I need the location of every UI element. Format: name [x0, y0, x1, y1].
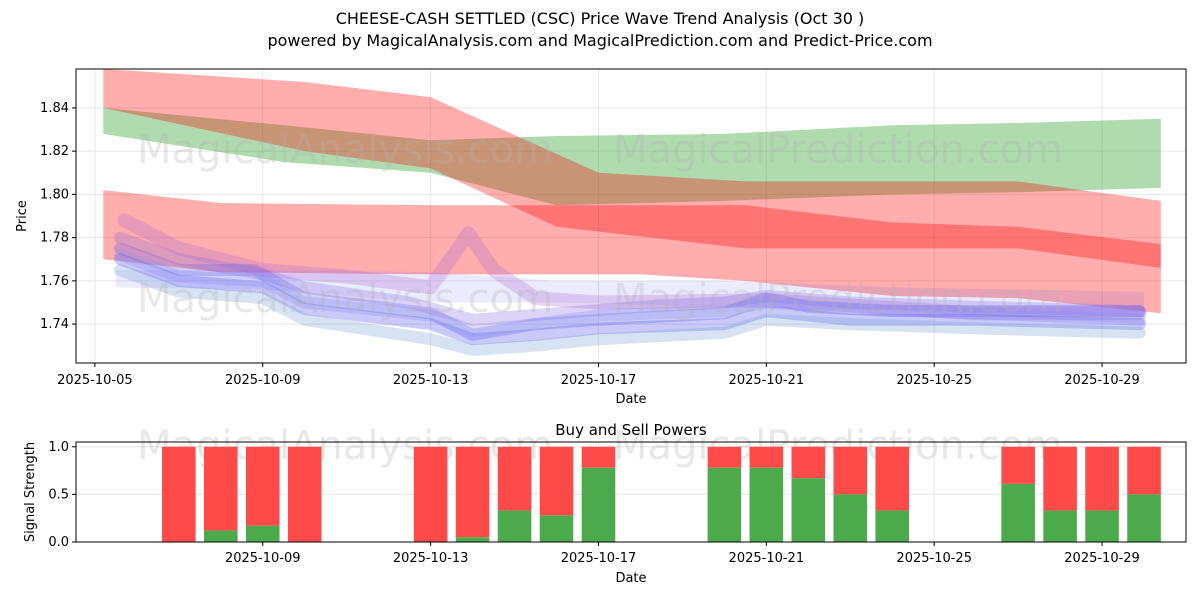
sell-power-bar: [1043, 446, 1077, 511]
power-x-tick-label: 2025-10-09: [225, 551, 301, 566]
sell-power-bar: [875, 446, 910, 511]
price-y-axis-label: Price: [15, 200, 30, 232]
red-wave-band-2: [103, 190, 1161, 314]
wave-line-2: [114, 231, 1146, 326]
price-y-tick-label: 1.78: [40, 231, 69, 246]
wave-line-5: [114, 248, 1146, 337]
sell-power-bar: [287, 446, 322, 542]
sell-power-bar: [162, 446, 196, 542]
price-x-tick-label: 2025-10-09: [225, 373, 301, 388]
purple-spike-ribbon: [117, 213, 1147, 321]
price-y-tick-label: 1.82: [40, 144, 69, 159]
buy-power-bar: [455, 537, 490, 542]
power-axes-frame: [75, 441, 1187, 543]
sell-power-bar: [413, 446, 448, 542]
power-x-tick-label: 2025-10-21: [729, 551, 805, 566]
price-plot-area: [103, 69, 1161, 356]
sell-power-bar: [833, 446, 868, 495]
wave-line-3: [114, 253, 1146, 346]
price-y-tick-label: 1.80: [40, 187, 69, 202]
buy-power-bar: [1085, 510, 1119, 542]
sell-power-bar: [203, 446, 238, 531]
power-x-axis-label: Date: [615, 571, 646, 586]
sell-power-bar: [1085, 446, 1119, 511]
buy-power-bar: [581, 467, 616, 542]
price-x-tick-label: 2025-10-05: [57, 373, 133, 388]
price-x-tick-label: 2025-10-21: [729, 373, 805, 388]
price-x-tick-label: 2025-10-25: [896, 373, 972, 388]
watermark-text: MagicalAnalysis.com: [137, 423, 553, 469]
buy-power-bar: [749, 467, 784, 542]
buy-power-bar: [245, 525, 280, 542]
sell-power-bar: [791, 446, 826, 479]
price-x-tick-label: 2025-10-13: [393, 373, 469, 388]
buy-power-bar: [707, 467, 742, 542]
power-y-tick-label: 0.0: [48, 535, 69, 550]
sell-power-bar: [455, 446, 490, 538]
blue-wave-band: [115, 270, 1144, 325]
sell-power-bar: [539, 446, 574, 516]
power-y-tick-label: 1.0: [48, 440, 69, 455]
buy-power-bar: [1001, 483, 1035, 542]
buy-power-bar: [497, 510, 532, 542]
price-grid: [76, 69, 1186, 363]
sell-power-bar: [1127, 446, 1161, 495]
sell-power-bar: [1001, 446, 1035, 484]
sell-power-bar: [497, 446, 532, 511]
watermark-text: MagicalPrediction.com: [613, 276, 1063, 322]
chart-title: CHEESE-CASH SETTLED (CSC) Price Wave Tre…: [335, 9, 865, 28]
buy-power-bar: [1043, 510, 1077, 542]
price-y-tick-label: 1.84: [40, 101, 69, 116]
buy-power-bar: [791, 478, 826, 542]
green-wave-band: [103, 107, 1161, 206]
power-x-tick-label: 2025-10-29: [1064, 551, 1140, 566]
buy-power-bar: [1127, 494, 1161, 542]
wave-line-1: [114, 242, 1146, 341]
price-y-tick-label: 1.74: [40, 317, 69, 332]
chart-subtitle: powered by MagicalAnalysis.com and Magic…: [267, 31, 933, 50]
power-x-tick-label: 2025-10-25: [896, 551, 972, 566]
power-x-tick-label: 2025-10-13: [393, 551, 469, 566]
sell-power-bar: [749, 446, 784, 468]
wave-line-4: [114, 264, 1146, 356]
sell-power-bar: [245, 446, 280, 526]
price-x-tick-label: 2025-10-29: [1064, 373, 1140, 388]
buy-power-bar: [833, 494, 868, 542]
price-axes-frame: [75, 68, 1187, 364]
sell-power-bar: [707, 446, 742, 468]
buy-power-bar: [875, 510, 910, 542]
price-y-tick-label: 1.76: [40, 274, 69, 289]
price-x-tick-label: 2025-10-17: [561, 373, 637, 388]
power-y-axis-label: Signal Strength: [23, 442, 38, 542]
power-x-tick-label: 2025-10-17: [561, 551, 637, 566]
red-wave-band-1: [103, 69, 1161, 268]
sell-power-bar: [581, 446, 616, 468]
watermark-text: MagicalPrediction.com: [613, 127, 1063, 173]
power-y-tick-label: 0.5: [48, 487, 69, 502]
watermark-text: MagicalAnalysis.com: [137, 276, 553, 322]
power-chart-title: Buy and Sell Powers: [555, 421, 707, 439]
buy-power-bar: [203, 530, 238, 542]
power-bars: [162, 446, 1161, 542]
buy-power-bar: [539, 515, 574, 542]
watermark-text: MagicalAnalysis.com: [137, 127, 553, 173]
price-x-axis-label: Date: [615, 392, 646, 407]
